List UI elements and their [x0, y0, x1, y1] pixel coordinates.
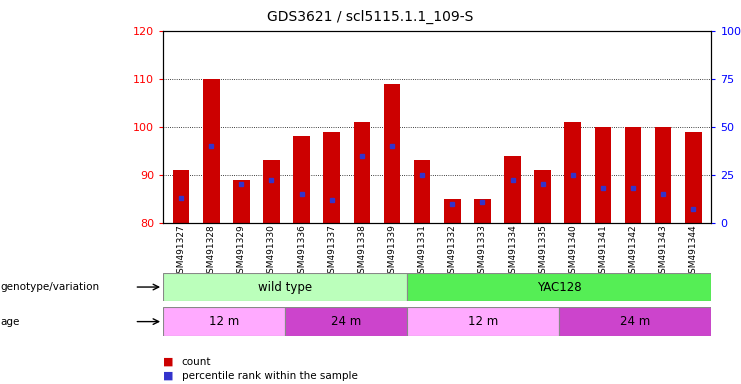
Text: count: count	[182, 357, 211, 367]
Bar	[163, 307, 285, 336]
Bar	[655, 127, 671, 223]
Text: 12 m: 12 m	[209, 315, 239, 328]
Bar	[233, 179, 250, 223]
Bar	[565, 122, 581, 223]
Bar	[203, 79, 219, 223]
Bar	[534, 170, 551, 223]
Text: percentile rank within the sample: percentile rank within the sample	[182, 371, 357, 381]
Bar	[594, 127, 611, 223]
Text: 24 m: 24 m	[620, 315, 651, 328]
Text: genotype/variation: genotype/variation	[1, 282, 100, 292]
Bar	[625, 127, 641, 223]
Bar	[559, 307, 711, 336]
Bar	[353, 122, 370, 223]
Bar	[285, 307, 407, 336]
Bar	[263, 160, 280, 223]
Bar	[685, 131, 702, 223]
Bar	[413, 160, 431, 223]
Bar	[324, 131, 340, 223]
Bar	[163, 273, 407, 301]
Bar	[504, 156, 521, 223]
Bar	[474, 199, 491, 223]
Text: YAC128: YAC128	[536, 281, 582, 293]
Text: age: age	[1, 316, 20, 327]
Text: wild type: wild type	[258, 281, 312, 293]
Text: ■: ■	[163, 357, 173, 367]
Bar	[173, 170, 190, 223]
Bar	[384, 84, 400, 223]
Text: 24 m: 24 m	[330, 315, 361, 328]
Text: ■: ■	[163, 371, 173, 381]
Bar	[293, 136, 310, 223]
Text: GDS3621 / scl5115.1.1_109-S: GDS3621 / scl5115.1.1_109-S	[268, 10, 473, 24]
Bar	[407, 307, 559, 336]
Text: 12 m: 12 m	[468, 315, 498, 328]
Bar	[407, 273, 711, 301]
Bar	[444, 199, 461, 223]
